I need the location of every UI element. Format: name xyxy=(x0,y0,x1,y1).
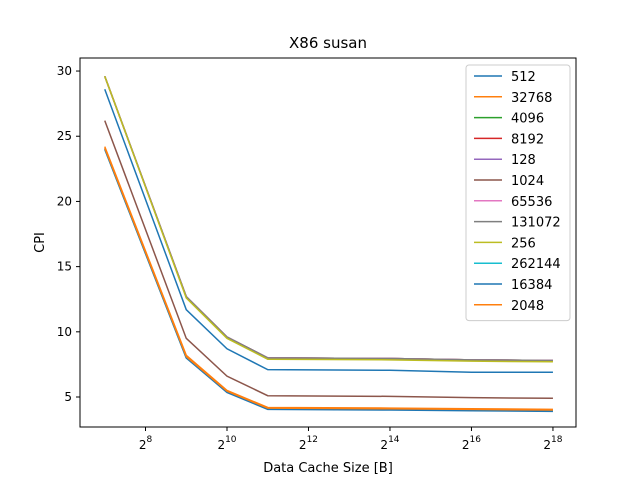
x-tick-label: 210 xyxy=(217,435,236,452)
x-tick-label: 218 xyxy=(543,435,562,452)
legend: 512 32768 4096 8192 128 1024 65536 131072 256 262… xyxy=(465,64,571,322)
y-tick-label: 15 xyxy=(57,260,72,274)
legend-label: 4096 xyxy=(511,112,544,127)
x-axis-label: Data Cache Size [B] xyxy=(263,461,393,476)
legend-label: 128 xyxy=(511,153,536,168)
x-axis: 28 210 212 214 216 218 xyxy=(139,427,563,452)
series-line-2048 xyxy=(104,147,553,411)
legend-label: 131072 xyxy=(511,216,561,231)
y-tick-label: 20 xyxy=(57,194,72,208)
y-tick-label: 25 xyxy=(57,129,72,143)
legend-label: 16384 xyxy=(511,278,552,293)
legend-label: 32768 xyxy=(511,91,552,106)
legend-label: 1024 xyxy=(511,174,544,189)
legend-label: 2048 xyxy=(511,299,544,314)
plot-frame xyxy=(79,57,577,428)
chart-title: X86 susan xyxy=(289,34,367,52)
y-axis: 5 10 15 20 25 30 xyxy=(57,64,80,404)
series-line-256 xyxy=(104,75,553,363)
legend-label: 8192 xyxy=(511,132,544,147)
x-tick-label: 212 xyxy=(299,435,318,452)
legend-label: 262144 xyxy=(511,257,561,272)
plot-lines xyxy=(104,75,553,413)
legend-label: 512 xyxy=(511,70,536,85)
legend-label: 256 xyxy=(511,236,536,251)
x-tick-label: 28 xyxy=(139,435,153,452)
series-line-1024 xyxy=(104,120,553,400)
legend-label: 65536 xyxy=(511,195,552,210)
y-tick-label: 30 xyxy=(57,64,72,78)
series-line-16384 xyxy=(104,148,553,413)
y-axis-label: CPI xyxy=(33,232,48,253)
y-tick-label: 10 xyxy=(57,325,72,339)
series-line-512 xyxy=(104,89,553,373)
x-tick-label: 216 xyxy=(462,435,481,452)
legend-box xyxy=(465,64,571,322)
y-tick-label: 5 xyxy=(64,390,72,404)
x-tick-label: 214 xyxy=(380,435,399,452)
